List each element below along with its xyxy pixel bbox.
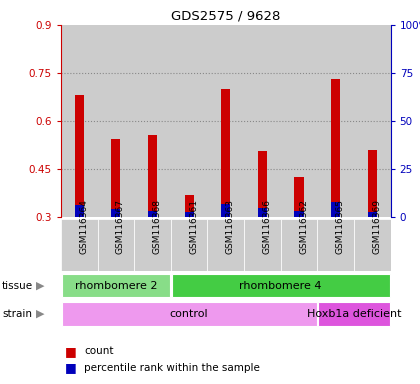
Bar (148, 211, 157, 217)
Text: ▶: ▶ (36, 309, 44, 319)
Bar (258, 208, 267, 217)
Bar (207, 25, 244, 217)
Bar (61, 25, 97, 217)
Bar (318, 219, 354, 271)
Bar (111, 209, 121, 217)
Bar (318, 25, 354, 217)
Bar (221, 89, 230, 217)
Text: ■: ■ (65, 361, 77, 374)
Bar (171, 274, 390, 298)
Bar (318, 302, 390, 326)
Text: GSM116365: GSM116365 (336, 199, 345, 254)
Bar (111, 139, 121, 217)
Text: strain: strain (2, 309, 32, 319)
Bar (62, 274, 170, 298)
Text: GSM116362: GSM116362 (299, 199, 308, 254)
Bar (75, 205, 84, 217)
Bar (171, 25, 207, 217)
Bar (171, 219, 207, 271)
Text: GSM116361: GSM116361 (189, 199, 198, 254)
Bar (134, 25, 171, 217)
Text: rhombomere 4: rhombomere 4 (239, 281, 322, 291)
Bar (134, 219, 171, 271)
Text: count: count (84, 346, 113, 356)
Bar (294, 177, 304, 217)
Bar (258, 151, 267, 217)
Text: control: control (170, 309, 208, 319)
Text: GSM116363: GSM116363 (226, 199, 235, 254)
Bar (97, 219, 134, 271)
Text: ▶: ▶ (36, 281, 44, 291)
Bar (207, 219, 244, 271)
Text: tissue: tissue (2, 281, 33, 291)
Bar (281, 25, 318, 217)
Bar (294, 210, 304, 217)
Text: GSM116364: GSM116364 (79, 199, 88, 254)
Text: percentile rank within the sample: percentile rank within the sample (84, 363, 260, 373)
Text: GSM116366: GSM116366 (262, 199, 271, 254)
Bar (368, 212, 377, 217)
Text: GSM116369: GSM116369 (372, 199, 381, 254)
Title: GDS2575 / 9628: GDS2575 / 9628 (171, 9, 281, 22)
Bar (331, 202, 340, 217)
Bar (148, 136, 157, 217)
Bar (354, 25, 391, 217)
Text: rhombomere 2: rhombomere 2 (75, 281, 157, 291)
Text: GSM116367: GSM116367 (116, 199, 125, 254)
Bar (368, 150, 377, 217)
Text: GSM116368: GSM116368 (152, 199, 161, 254)
Bar (184, 212, 194, 217)
Bar (221, 204, 230, 217)
Bar (244, 25, 281, 217)
Text: ■: ■ (65, 345, 77, 358)
Bar (184, 195, 194, 217)
Bar (62, 302, 317, 326)
Bar (97, 25, 134, 217)
Bar (75, 95, 84, 217)
Bar (281, 219, 318, 271)
Bar (244, 219, 281, 271)
Text: Hoxb1a deficient: Hoxb1a deficient (307, 309, 401, 319)
Bar (354, 219, 391, 271)
Bar (331, 79, 340, 217)
Bar (61, 219, 97, 271)
